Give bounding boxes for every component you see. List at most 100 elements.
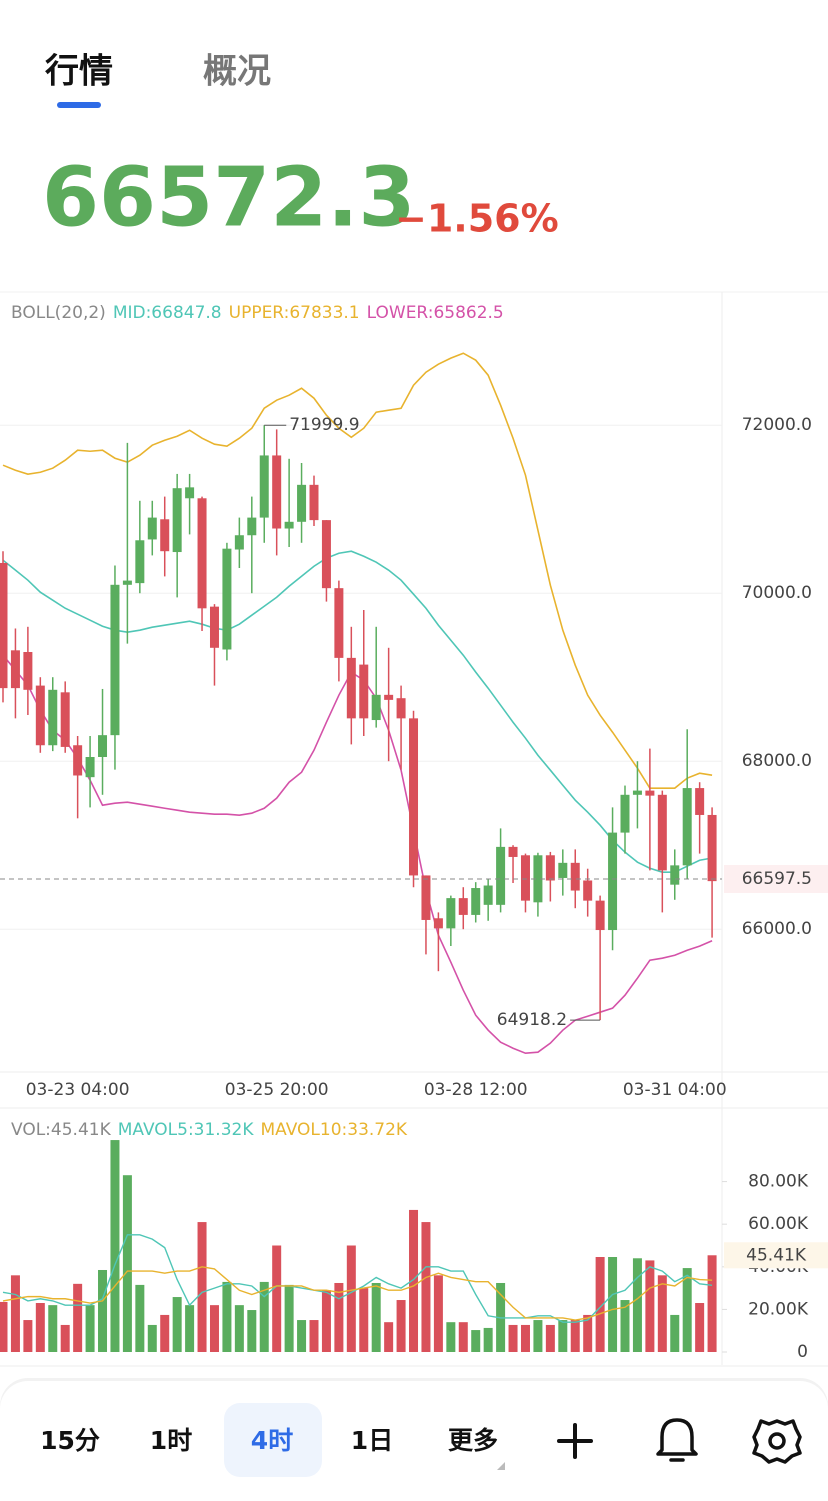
- volume-bar: [645, 1260, 655, 1352]
- candle-body: [321, 520, 331, 589]
- settings-icon[interactable]: [752, 1419, 802, 1464]
- candle-body: [185, 487, 195, 499]
- volume-bar: [35, 1303, 45, 1352]
- volume-bar: [533, 1320, 543, 1352]
- candle-body: [533, 855, 543, 903]
- mavol-line: [2, 1266, 713, 1321]
- y-tick-label: 60.00K: [748, 1214, 809, 1234]
- period-button[interactable]: 1时: [150, 1426, 192, 1455]
- volume-bar: [471, 1330, 481, 1352]
- candle-body: [197, 498, 207, 609]
- alert-icon[interactable]: [656, 1418, 698, 1462]
- volume-bar: [185, 1305, 195, 1352]
- add-icon[interactable]: [557, 1423, 593, 1459]
- volume-bar: [122, 1175, 132, 1352]
- legend-entry: MAVOL10:33.72K: [261, 1120, 408, 1140]
- period-button[interactable]: 1日: [351, 1426, 393, 1455]
- volume-bar: [632, 1258, 642, 1352]
- volume-bar: [284, 1284, 294, 1352]
- volume-bar: [0, 1301, 8, 1352]
- volume-bar: [620, 1300, 630, 1352]
- volume-bar: [321, 1290, 331, 1352]
- volume-bar: [608, 1257, 618, 1352]
- volume-bar: [247, 1310, 257, 1352]
- candle-body: [670, 865, 680, 885]
- candle-body: [259, 455, 269, 518]
- candle-body: [371, 694, 381, 721]
- legend-entry: MID:66847.8: [113, 303, 222, 323]
- period-button[interactable]: 更多: [448, 1426, 498, 1455]
- y-tick-label: 70000.0: [742, 583, 812, 603]
- candle-body: [222, 548, 232, 650]
- candle-body: [421, 875, 431, 920]
- volume-bar: [695, 1303, 705, 1352]
- candle-body: [160, 519, 170, 552]
- candle-body: [247, 517, 257, 536]
- candle-body: [570, 862, 580, 891]
- volume-bar: [73, 1283, 83, 1352]
- candle-body: [545, 855, 555, 881]
- volume-bar: [545, 1324, 555, 1352]
- y-tick-label: 0: [797, 1342, 808, 1362]
- candle-body: [172, 488, 182, 553]
- candle-body: [334, 588, 344, 658]
- candle-body: [284, 521, 294, 529]
- tab-active[interactable]: 行情: [45, 52, 113, 92]
- candle-body: [10, 650, 20, 689]
- candle-body: [23, 652, 33, 690]
- candle-body: [409, 718, 419, 876]
- period-button[interactable]: 4时: [251, 1426, 293, 1455]
- candle-body: [483, 885, 493, 905]
- volume-bar: [85, 1305, 95, 1352]
- boll-line: [2, 352, 713, 789]
- volume-bar: [707, 1255, 717, 1352]
- volume-bar: [384, 1322, 394, 1352]
- candle-body: [346, 657, 356, 719]
- boll-line: [2, 550, 713, 873]
- candle-body: [309, 484, 319, 521]
- candle-body: [35, 685, 45, 746]
- volume-bar: [222, 1281, 232, 1352]
- candle-body: [558, 862, 568, 878]
- candle-body: [682, 788, 692, 866]
- period-button[interactable]: 15分: [40, 1426, 100, 1455]
- last-price: 66572.3: [42, 150, 415, 245]
- candle-body: [135, 540, 145, 584]
- candle-body: [471, 888, 481, 915]
- x-tick-label: 03-25 20:00: [225, 1080, 329, 1100]
- candle-body: [458, 898, 468, 915]
- volume-bar: [98, 1269, 108, 1352]
- volume-bar: [147, 1324, 157, 1352]
- tab[interactable]: 概况: [203, 52, 271, 92]
- volume-bar: [508, 1324, 518, 1352]
- x-tick-label: 03-31 04:00: [623, 1080, 727, 1100]
- price-label-bg: [724, 865, 828, 894]
- candle-body: [583, 880, 593, 901]
- candle-body: [595, 900, 605, 931]
- y-tick-label: 72000.0: [742, 415, 812, 435]
- volume-bar: [160, 1314, 170, 1352]
- volume-bar: [272, 1245, 282, 1352]
- high-annotation: 71999.9: [289, 415, 359, 435]
- volume-bar: [433, 1275, 443, 1352]
- volume-bar: [396, 1300, 406, 1352]
- last-volume-label: 45.41K: [746, 1245, 807, 1265]
- y-tick-label: 66000.0: [742, 919, 812, 939]
- candle-body: [98, 735, 108, 757]
- volume-bar: [135, 1284, 145, 1352]
- candle-body: [0, 562, 8, 689]
- active-period-bg: [224, 1403, 322, 1477]
- volume-bar: [309, 1320, 319, 1352]
- y-tick-label: 68000.0: [742, 751, 812, 771]
- volume-bar: [458, 1322, 468, 1352]
- toolbar: 15分 1时 4时 1日 更多: [0, 1378, 828, 1501]
- candle-body: [234, 535, 244, 550]
- candle-body: [384, 694, 394, 700]
- volume-bar: [48, 1305, 58, 1352]
- price-change: −1.56%: [395, 197, 559, 241]
- volume-bar: [60, 1324, 70, 1352]
- candle-body: [396, 698, 406, 719]
- candle-body: [695, 788, 705, 815]
- candle-body: [60, 692, 70, 747]
- candle-body: [110, 584, 120, 736]
